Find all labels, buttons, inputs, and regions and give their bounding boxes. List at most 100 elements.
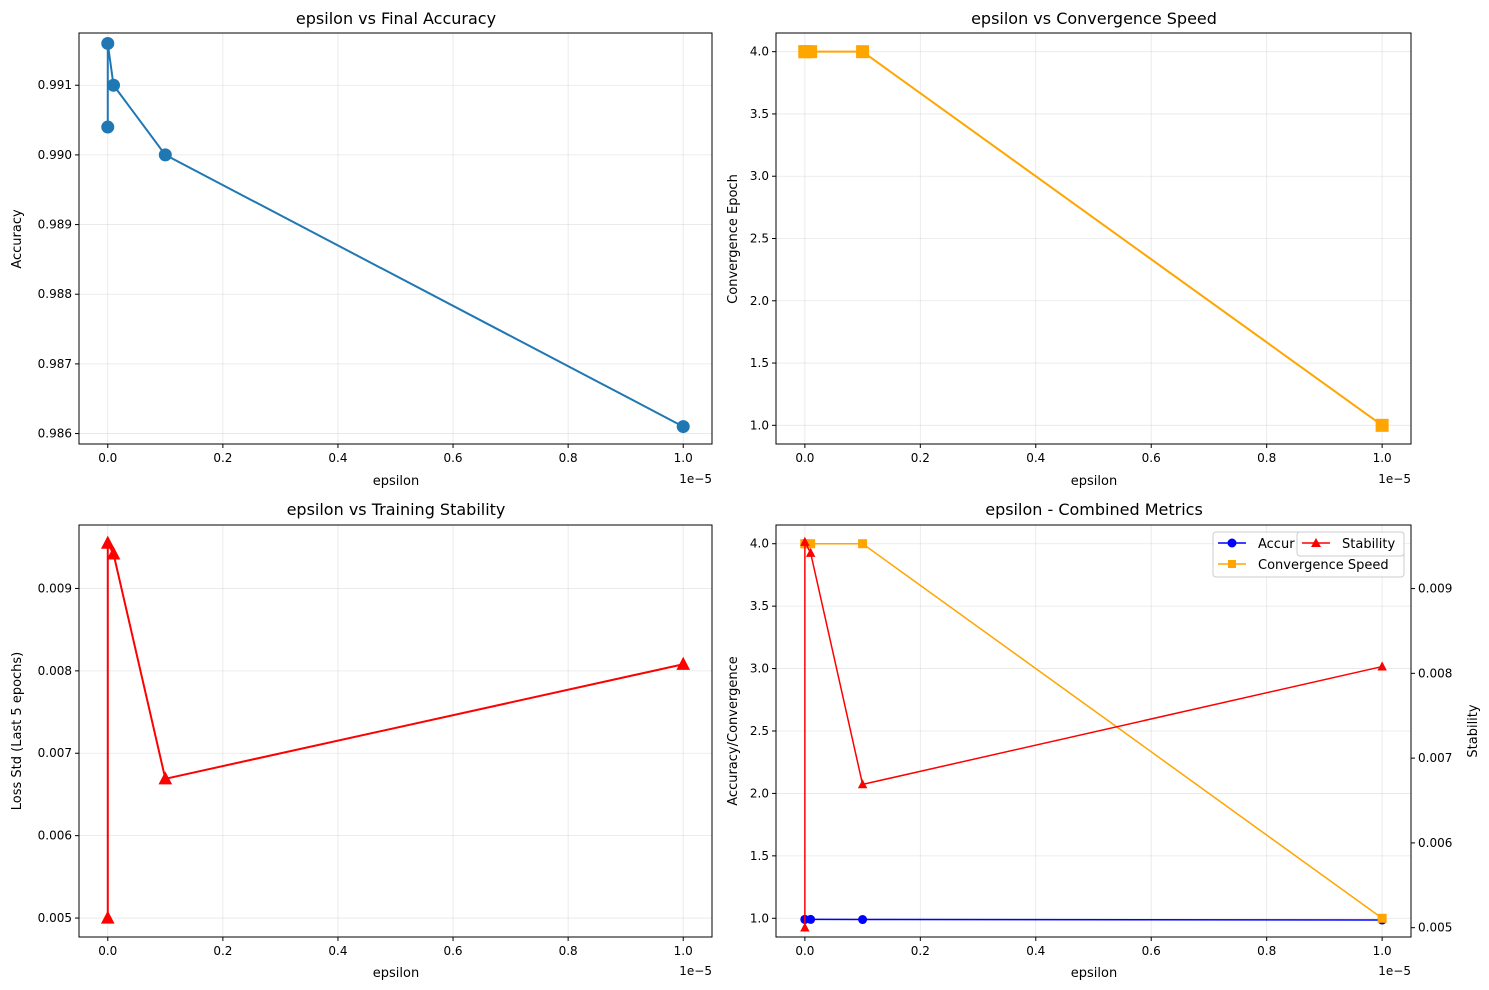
x-offset-label: 1e−5 bbox=[1378, 964, 1411, 978]
x-tick-label: 0.2 bbox=[911, 944, 930, 958]
y-tick-label: 1.5 bbox=[750, 356, 769, 370]
x-tick-label: 0.4 bbox=[1026, 944, 1045, 958]
y-tick-label: 0.007 bbox=[38, 746, 72, 760]
chart-title: epsilon vs Convergence Speed bbox=[971, 9, 1217, 28]
series-point bbox=[101, 36, 115, 50]
y-tick-label: 1.0 bbox=[750, 911, 769, 925]
series-point bbox=[107, 78, 121, 92]
chart-title: epsilon vs Final Accuracy bbox=[296, 9, 496, 28]
legend-marker-convergence bbox=[1228, 560, 1236, 568]
stability-point bbox=[800, 922, 810, 932]
y-tick-label: 2.0 bbox=[750, 786, 769, 800]
y-tick-label: 0.005 bbox=[38, 911, 72, 925]
series-point bbox=[100, 910, 115, 924]
y-axis-label: Loss Std (Last 5 epochs) bbox=[10, 652, 25, 811]
y-tick-label: 1.5 bbox=[750, 849, 769, 863]
y2-tick-label: 0.009 bbox=[1418, 582, 1452, 596]
y-tick-label: 4.0 bbox=[750, 45, 769, 59]
x-tick-label: 0.2 bbox=[911, 451, 930, 465]
x-tick-label: 0.8 bbox=[1257, 451, 1276, 465]
y-tick-label: 0.988 bbox=[38, 287, 72, 301]
stability-point bbox=[805, 547, 816, 557]
chart-title: epsilon vs Training Stability bbox=[287, 500, 506, 519]
series-point bbox=[158, 148, 172, 162]
x-tick-label: 0.6 bbox=[443, 451, 462, 465]
x-tick-label: 0.0 bbox=[795, 944, 814, 958]
stability-point bbox=[1377, 661, 1387, 671]
x-tick-label: 0.8 bbox=[1257, 944, 1276, 958]
y2-tick-label: 0.006 bbox=[1418, 836, 1452, 850]
convergence-speed-point bbox=[806, 539, 816, 549]
series-point bbox=[158, 771, 173, 785]
x-offset-label: 1e−5 bbox=[679, 472, 712, 486]
y-tick-label: 3.5 bbox=[750, 599, 769, 613]
x-tick-label: 0.2 bbox=[213, 451, 232, 465]
x-tick-label: 0.4 bbox=[328, 944, 347, 958]
y2-axis-label: Stability bbox=[1466, 704, 1481, 758]
x-tick-label: 0.4 bbox=[328, 451, 347, 465]
y2-tick-label: 0.008 bbox=[1418, 666, 1452, 680]
accuracy-point bbox=[858, 915, 868, 925]
x-tick-label: 0.0 bbox=[795, 451, 814, 465]
chart-title: epsilon - Combined Metrics bbox=[985, 500, 1203, 519]
series-point bbox=[676, 420, 690, 434]
legend-label-accuracy: Accur bbox=[1258, 537, 1295, 552]
y-axis-label: Accuracy bbox=[10, 209, 25, 269]
y-tick-label: 0.991 bbox=[38, 78, 72, 92]
y-tick-label: 0.987 bbox=[38, 357, 72, 371]
convergence-speed-point bbox=[1377, 913, 1387, 923]
y-tick-label: 0.008 bbox=[38, 664, 72, 678]
legend-marker-accuracy bbox=[1227, 538, 1237, 548]
series-point bbox=[804, 45, 818, 59]
y-tick-label: 2.5 bbox=[750, 724, 769, 738]
x-tick-label: 0.6 bbox=[1142, 451, 1161, 465]
y-tick-label: 4.0 bbox=[750, 537, 769, 551]
x-tick-label: 1.0 bbox=[674, 451, 693, 465]
y-tick-label: 2.0 bbox=[750, 294, 769, 308]
y-tick-label: 0.989 bbox=[38, 218, 72, 232]
series-point bbox=[676, 656, 691, 670]
y-tick-label: 3.0 bbox=[750, 169, 769, 183]
y-tick-label: 0.009 bbox=[38, 581, 72, 595]
series-point bbox=[1375, 418, 1389, 432]
plot-frame bbox=[78, 524, 713, 938]
x-axis-label: epsilon bbox=[1071, 474, 1117, 489]
y-tick-label: 0.986 bbox=[38, 427, 72, 441]
x-tick-label: 0.6 bbox=[1142, 944, 1161, 958]
x-tick-label: 0.0 bbox=[98, 944, 117, 958]
y-axis-label: Accuracy/Convergence bbox=[726, 656, 741, 805]
series-point bbox=[100, 535, 115, 549]
accuracy-point bbox=[806, 914, 816, 924]
x-tick-label: 0.8 bbox=[559, 944, 578, 958]
convergence-chart: epsilon vs Convergence Speed 0.0 0.2 0.4 0.… bbox=[726, 9, 1412, 489]
series-point bbox=[101, 120, 115, 134]
accuracy-line bbox=[804, 918, 1383, 921]
accuracy-chart: epsilon vs Final Accuracy 0.0 0.2 0.4 0.6 0.… bbox=[10, 9, 713, 489]
y-tick-label: 3.0 bbox=[750, 662, 769, 676]
x-tick-label: 0.8 bbox=[559, 451, 578, 465]
series-point bbox=[106, 546, 121, 560]
x-offset-label: 1e−5 bbox=[679, 964, 712, 978]
y-axis-label: Convergence Epoch bbox=[726, 174, 741, 304]
y2-tick-label: 0.005 bbox=[1418, 921, 1452, 935]
legend-box bbox=[1296, 531, 1405, 557]
y-tick-label: 1.0 bbox=[750, 418, 769, 432]
series-point bbox=[856, 45, 870, 59]
y-tick-label: 2.5 bbox=[750, 232, 769, 246]
stability-point bbox=[857, 779, 868, 789]
x-tick-label: 1.0 bbox=[1373, 944, 1392, 958]
x-tick-label: 1.0 bbox=[674, 944, 693, 958]
x-axis-label: epsilon bbox=[373, 474, 419, 489]
y-tick-label: 3.5 bbox=[750, 107, 769, 121]
legend-label-stability: Stability bbox=[1342, 537, 1396, 552]
y2-tick-label: 0.007 bbox=[1418, 751, 1452, 765]
legend-label-convergence: Convergence Speed bbox=[1258, 558, 1389, 573]
y-tick-label: 0.990 bbox=[38, 148, 72, 162]
legend-marker-stability bbox=[1311, 538, 1321, 547]
x-tick-label: 0.2 bbox=[213, 944, 232, 958]
combined-chart: epsilon - Combined Metrics 0.0 0.2 0.4 0.6 0… bbox=[726, 500, 1481, 981]
x-tick-label: 0.0 bbox=[98, 451, 117, 465]
plot-frame bbox=[78, 32, 713, 445]
y-tick-label: 0.006 bbox=[38, 829, 72, 843]
